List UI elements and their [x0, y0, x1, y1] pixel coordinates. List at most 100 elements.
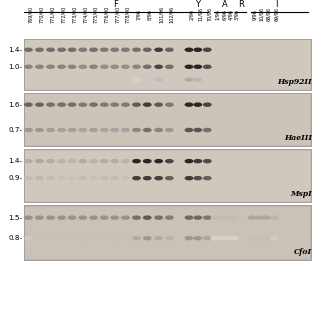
- Ellipse shape: [57, 176, 66, 180]
- Ellipse shape: [262, 215, 271, 220]
- Ellipse shape: [68, 236, 76, 240]
- Ellipse shape: [35, 128, 44, 132]
- Text: Y: Y: [195, 0, 200, 9]
- Ellipse shape: [35, 236, 44, 240]
- Ellipse shape: [46, 128, 55, 132]
- Ellipse shape: [185, 102, 193, 107]
- Ellipse shape: [68, 102, 76, 107]
- Ellipse shape: [24, 48, 33, 52]
- Ellipse shape: [46, 65, 55, 69]
- Bar: [25, 40, 310, 89]
- Text: F: F: [113, 0, 118, 9]
- Ellipse shape: [24, 236, 33, 240]
- Ellipse shape: [121, 236, 130, 240]
- Ellipse shape: [230, 236, 239, 240]
- Text: 1.4-: 1.4-: [9, 158, 23, 164]
- Ellipse shape: [185, 176, 193, 180]
- Ellipse shape: [262, 236, 271, 240]
- Ellipse shape: [132, 236, 141, 240]
- Text: 11/96: 11/96: [198, 7, 203, 22]
- Ellipse shape: [132, 102, 141, 107]
- Ellipse shape: [193, 48, 202, 52]
- Ellipse shape: [100, 65, 109, 69]
- Text: I: I: [275, 0, 278, 9]
- Ellipse shape: [255, 236, 264, 240]
- Ellipse shape: [230, 215, 239, 220]
- Ellipse shape: [154, 128, 163, 132]
- Ellipse shape: [185, 128, 193, 132]
- Ellipse shape: [89, 65, 98, 69]
- Ellipse shape: [247, 236, 256, 240]
- Ellipse shape: [100, 215, 109, 220]
- Ellipse shape: [78, 48, 87, 52]
- Ellipse shape: [154, 215, 163, 220]
- Ellipse shape: [46, 159, 55, 163]
- Ellipse shape: [121, 159, 130, 163]
- Text: 68/96: 68/96: [266, 7, 271, 22]
- Ellipse shape: [165, 128, 174, 132]
- Bar: [24, 149, 311, 202]
- Ellipse shape: [143, 65, 152, 69]
- Text: 773/00: 773/00: [72, 6, 77, 23]
- Ellipse shape: [68, 176, 76, 180]
- Ellipse shape: [35, 159, 44, 163]
- Ellipse shape: [121, 65, 130, 69]
- Ellipse shape: [165, 215, 174, 220]
- Ellipse shape: [165, 159, 174, 163]
- Ellipse shape: [110, 102, 119, 107]
- Ellipse shape: [185, 65, 193, 69]
- Text: 778/00: 778/00: [125, 6, 131, 23]
- Ellipse shape: [121, 48, 130, 52]
- Ellipse shape: [154, 176, 163, 180]
- Ellipse shape: [89, 48, 98, 52]
- Ellipse shape: [110, 176, 119, 180]
- Ellipse shape: [185, 159, 193, 163]
- Ellipse shape: [110, 48, 119, 52]
- Text: 1.6-: 1.6-: [9, 102, 23, 108]
- Ellipse shape: [203, 65, 212, 69]
- Ellipse shape: [165, 48, 174, 52]
- Ellipse shape: [165, 176, 174, 180]
- Ellipse shape: [46, 176, 55, 180]
- Text: 69/96: 69/96: [274, 7, 279, 22]
- Ellipse shape: [110, 236, 119, 240]
- Ellipse shape: [46, 102, 55, 107]
- Text: 1/96: 1/96: [215, 9, 220, 20]
- Text: 1.5-: 1.5-: [9, 215, 23, 221]
- Bar: [25, 207, 310, 259]
- Ellipse shape: [203, 236, 212, 240]
- Ellipse shape: [78, 159, 87, 163]
- Ellipse shape: [143, 77, 152, 82]
- Ellipse shape: [185, 215, 193, 220]
- Ellipse shape: [110, 65, 119, 69]
- Text: 775/00: 775/00: [94, 6, 99, 23]
- Text: 1.0-: 1.0-: [9, 64, 23, 70]
- Ellipse shape: [121, 176, 130, 180]
- Ellipse shape: [24, 215, 33, 220]
- Ellipse shape: [78, 128, 87, 132]
- Ellipse shape: [185, 236, 193, 240]
- Ellipse shape: [218, 236, 227, 240]
- Ellipse shape: [154, 48, 163, 52]
- Ellipse shape: [165, 236, 174, 240]
- Ellipse shape: [100, 176, 109, 180]
- Bar: [24, 93, 311, 146]
- Text: HaeIII: HaeIII: [284, 134, 312, 142]
- Ellipse shape: [203, 102, 212, 107]
- Text: 8/96: 8/96: [147, 9, 152, 20]
- Ellipse shape: [143, 215, 152, 220]
- Ellipse shape: [57, 128, 66, 132]
- Ellipse shape: [143, 128, 152, 132]
- Ellipse shape: [154, 236, 163, 240]
- Bar: [25, 151, 310, 201]
- Ellipse shape: [132, 48, 141, 52]
- Ellipse shape: [100, 159, 109, 163]
- Ellipse shape: [270, 215, 279, 220]
- Ellipse shape: [35, 48, 44, 52]
- Ellipse shape: [154, 77, 163, 82]
- Ellipse shape: [193, 102, 202, 107]
- Ellipse shape: [24, 159, 33, 163]
- Ellipse shape: [89, 128, 98, 132]
- Text: 3/96: 3/96: [234, 9, 240, 20]
- Ellipse shape: [203, 128, 212, 132]
